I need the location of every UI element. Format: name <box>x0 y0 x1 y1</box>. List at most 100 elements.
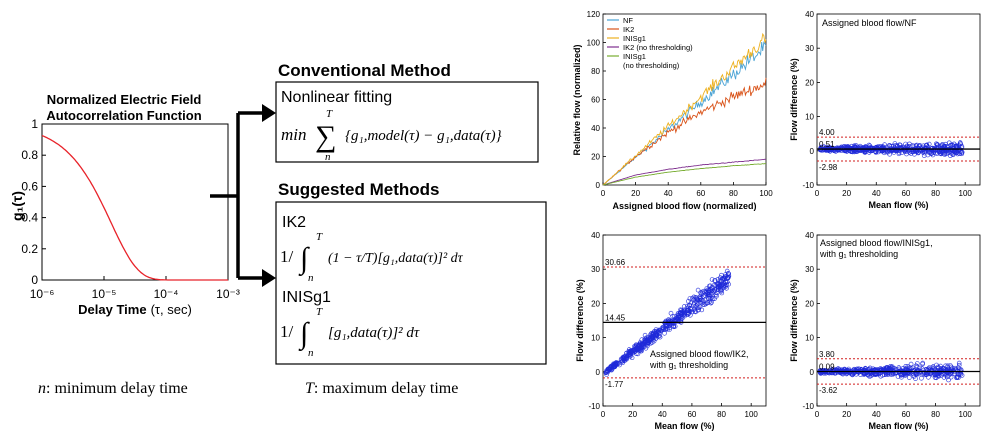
ba-2-ytick-label: 40 <box>805 231 814 240</box>
g1-title-line1: Normalized Electric Field <box>47 92 202 107</box>
scatter-point <box>956 360 962 366</box>
scatter-point <box>676 314 682 320</box>
ba-1-ylabel: Flow difference (%) <box>575 279 585 362</box>
scatter-point <box>904 143 910 149</box>
ba-1-xtick-label: 100 <box>745 410 759 419</box>
scatter-point <box>697 296 703 301</box>
scatter-point <box>832 370 838 376</box>
scatter-point <box>935 142 940 147</box>
scatter-point <box>940 142 945 147</box>
suggested-box <box>275 201 547 365</box>
scatter-point <box>870 146 875 151</box>
scatter-point <box>941 368 946 374</box>
ba-1-lower-limit-label: -1.77 <box>605 380 624 389</box>
ba-2-xtick-label: 40 <box>872 410 881 419</box>
series-line-4 <box>602 163 767 186</box>
conventional-min: min <box>281 125 307 144</box>
conventional-sum-upper: T <box>326 108 333 120</box>
scatter-point <box>947 153 953 158</box>
ba-1-title: with g₁ thresholding <box>649 360 728 370</box>
scatter-point <box>913 363 919 369</box>
scatter-point <box>708 300 714 306</box>
scatter-point <box>944 143 950 149</box>
scatter-point <box>933 141 939 147</box>
series-line-3 <box>602 158 767 186</box>
arrow-to-suggested <box>262 269 276 287</box>
g1-ytick-label: 0.2 <box>21 242 38 256</box>
scatter-point <box>688 306 693 312</box>
ba-0-lower-limit-label: -2.98 <box>819 163 838 172</box>
scatter-point <box>724 279 730 285</box>
scatter-point <box>726 273 732 279</box>
series-line-1 <box>602 77 767 186</box>
scatter-point <box>681 304 687 309</box>
legend-label-4: INISg1 <box>623 52 646 61</box>
line-chart-xtick-label: 0 <box>601 189 606 198</box>
ba-2-upper-limit-label: 3.80 <box>819 350 835 359</box>
scatter-point <box>611 362 617 367</box>
scatter-point <box>958 371 964 377</box>
g1-xlabel-bold: Delay Time <box>78 302 146 317</box>
ba-0-ytick-label: -10 <box>802 181 814 190</box>
scatter-point <box>881 366 887 372</box>
scatter-point <box>724 268 730 274</box>
scatter-point <box>953 143 959 149</box>
conventional-sum: ∑ <box>315 120 336 153</box>
conventional-box-title: Nonlinear fitting <box>281 89 392 106</box>
scatter-point <box>622 356 628 362</box>
scatter-point <box>944 374 950 380</box>
ba-2-mean-label: 0.09 <box>819 362 835 371</box>
line-chart-ytick-label: 100 <box>587 39 601 48</box>
ba-0-frame <box>816 13 981 186</box>
ba-0-upper-limit-label: 4.00 <box>819 128 835 137</box>
scatter-point <box>861 368 867 374</box>
line-chart-ytick-label: 20 <box>591 153 600 162</box>
scatter-point <box>694 296 700 301</box>
inisg1-upper: T <box>316 306 323 318</box>
series-line-2 <box>602 32 767 186</box>
flow-arrows <box>210 104 276 287</box>
ba-1-ytick-label: 0 <box>596 368 601 377</box>
scatter-point <box>906 375 912 380</box>
scatter-point <box>700 302 706 307</box>
scatter-point <box>930 372 936 378</box>
ba-2-frame <box>816 234 981 407</box>
scatter-point <box>725 276 730 281</box>
scatter-point <box>687 303 692 308</box>
scatter-point <box>935 373 940 379</box>
scatter-point <box>671 324 677 329</box>
g1-xlabel: Delay Time (τ, sec) <box>78 302 192 317</box>
ba-1-xtick-label: 60 <box>687 410 696 419</box>
scatter-point <box>924 372 930 378</box>
scatter-point <box>873 150 879 155</box>
ba-0-xtick-label: 60 <box>901 189 910 198</box>
scatter-point <box>958 368 964 374</box>
ba-1-ytick-label: 40 <box>591 231 600 240</box>
line-chart-ytick-label: 60 <box>591 96 600 105</box>
ba-1-xtick-label: 0 <box>601 410 606 419</box>
ba-2-ytick-label: -10 <box>802 402 814 411</box>
scatter-point <box>880 372 885 378</box>
scatter-point <box>715 284 721 290</box>
scatter-point <box>899 374 904 380</box>
g1-y-ticks: 1 0.8 0.6 0.4 0.2 0 <box>21 117 46 287</box>
scatter-point <box>668 310 674 316</box>
scatter-point <box>926 141 932 147</box>
scatter-point <box>642 332 648 338</box>
scatter-point <box>692 296 698 302</box>
scatter-point <box>908 361 914 367</box>
conventional-box <box>275 81 539 163</box>
scatter-point <box>913 376 918 381</box>
ba-2-xtick-label: 20 <box>842 410 851 419</box>
scatter-point <box>639 347 644 352</box>
scatter-point <box>721 282 726 288</box>
scatter-point <box>880 145 885 151</box>
scatter-point <box>941 365 946 371</box>
conventional-body: {g₁,model(τ) − g₁,data(τ)} <box>345 128 502 144</box>
methods-panel: Conventional Method Nonlinear fitting mi… <box>38 61 547 397</box>
scatter-point <box>945 363 951 369</box>
scatter-point <box>633 346 638 352</box>
scatter-point <box>726 281 731 287</box>
